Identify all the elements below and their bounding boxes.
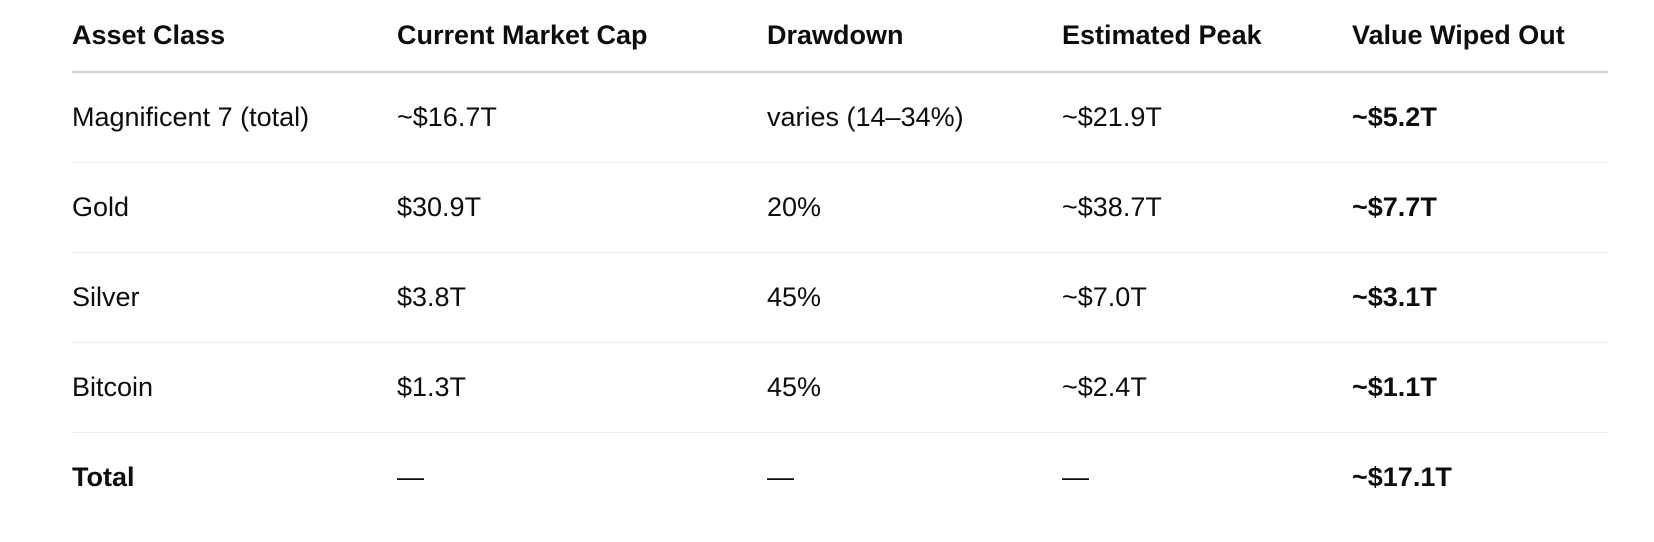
- column-header-asset-class: Asset Class: [72, 0, 397, 73]
- table-row-magnificent-7: Magnificent 7 (total) ~$16.7T varies (14…: [72, 72, 1608, 163]
- cell-estimated-peak: ~$21.9T: [1062, 72, 1352, 163]
- cell-estimated-peak: ~$2.4T: [1062, 342, 1352, 433]
- cell-estimated-peak: —: [1062, 462, 1089, 493]
- column-header-estimated-peak: Estimated Peak: [1062, 0, 1352, 73]
- cell-drawdown: varies (14–34%): [767, 72, 1062, 163]
- header-row: Asset Class Current Market Cap Drawdown …: [72, 0, 1608, 73]
- cell-market-cap: $1.3T: [397, 342, 767, 433]
- table-container: Asset Class Current Market Cap Drawdown …: [72, 0, 1608, 522]
- table-row-silver: Silver $3.8T 45% ~$7.0T ~$3.1T: [72, 252, 1608, 343]
- cell-value-wiped: ~$1.1T: [1352, 342, 1608, 433]
- cell-asset-class: Magnificent 7 (total): [72, 72, 397, 163]
- cell-market-cap: —: [397, 462, 424, 493]
- cell-asset-class: Silver: [72, 252, 397, 343]
- column-header-drawdown: Drawdown: [767, 0, 1062, 73]
- asset-drawdown-table: Asset Class Current Market Cap Drawdown …: [72, 0, 1608, 522]
- cell-value-wiped: ~$7.7T: [1352, 162, 1608, 253]
- column-header-value-wiped-out: Value Wiped Out: [1352, 0, 1608, 73]
- table-row-bitcoin: Bitcoin $1.3T 45% ~$2.4T ~$1.1T: [72, 342, 1608, 433]
- column-header-current-market-cap: Current Market Cap: [397, 0, 767, 73]
- cell-drawdown: 45%: [767, 252, 1062, 343]
- cell-value-wiped: ~$5.2T: [1352, 72, 1608, 163]
- cell-total-label: Total: [72, 462, 135, 493]
- cell-asset-class: Bitcoin: [72, 342, 397, 433]
- cell-estimated-peak: ~$38.7T: [1062, 162, 1352, 253]
- table-header: Asset Class Current Market Cap Drawdown …: [72, 0, 1608, 73]
- cell-drawdown: 45%: [767, 342, 1062, 433]
- cell-value-wiped: ~$17.1T: [1352, 462, 1452, 493]
- cell-value-wiped: ~$3.1T: [1352, 252, 1608, 343]
- cell-drawdown: —: [767, 462, 794, 493]
- cell-market-cap: $30.9T: [397, 162, 767, 253]
- cell-market-cap: $3.8T: [397, 252, 767, 343]
- cell-drawdown: 20%: [767, 162, 1062, 253]
- table-row-total: Total — — — ~$17.1T: [72, 432, 1608, 522]
- cell-estimated-peak: ~$7.0T: [1062, 252, 1352, 343]
- cell-asset-class: Gold: [72, 162, 397, 253]
- table-row-gold: Gold $30.9T 20% ~$38.7T ~$7.7T: [72, 162, 1608, 253]
- cell-market-cap: ~$16.7T: [397, 72, 767, 163]
- table-body: Magnificent 7 (total) ~$16.7T varies (14…: [72, 72, 1608, 522]
